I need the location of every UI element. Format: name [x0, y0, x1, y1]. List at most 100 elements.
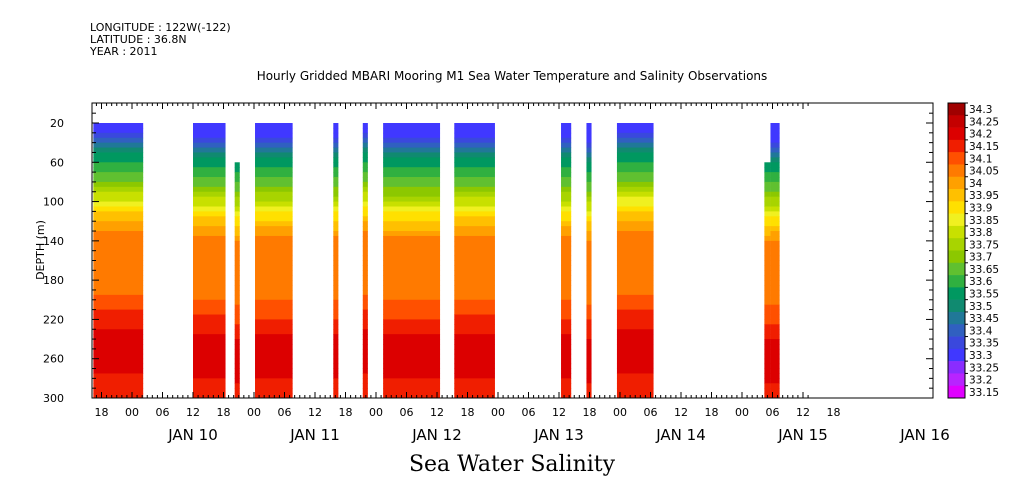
- salinity-band: [561, 304, 572, 311]
- y-tick-label: 180: [43, 274, 64, 287]
- salinity-band: [333, 358, 339, 365]
- salinity-band: [362, 294, 368, 301]
- salinity-band: [193, 235, 226, 242]
- salinity-band: [333, 196, 339, 203]
- salinity-band: [255, 378, 293, 384]
- salinity-band: [93, 245, 144, 252]
- salinity-band: [234, 363, 240, 370]
- salinity-band: [616, 304, 654, 311]
- salinity-band: [333, 265, 339, 271]
- salinity-band: [586, 358, 592, 365]
- data-segment: [586, 123, 592, 399]
- data-segment: [193, 123, 226, 399]
- salinity-band: [362, 304, 368, 311]
- salinity-band: [586, 363, 592, 370]
- colorbar-label: 33.65: [969, 264, 999, 276]
- salinity-band: [193, 172, 226, 178]
- salinity-band: [616, 358, 654, 365]
- salinity-band: [193, 383, 226, 389]
- salinity-band: [770, 343, 780, 350]
- salinity-band: [255, 319, 293, 325]
- salinity-band: [234, 339, 240, 345]
- salinity-band: [586, 201, 592, 207]
- salinity-band: [255, 127, 293, 134]
- salinity-band: [454, 343, 495, 350]
- salinity-band: [454, 334, 495, 340]
- salinity-band: [93, 358, 144, 365]
- salinity-band: [764, 378, 771, 384]
- salinity-band: [255, 167, 293, 173]
- salinity-band: [616, 157, 654, 163]
- salinity-band: [383, 186, 441, 193]
- salinity-band: [234, 260, 240, 266]
- salinity-band: [561, 383, 572, 389]
- salinity-band: [764, 245, 771, 252]
- salinity-band: [255, 294, 293, 301]
- colorbar-label: 34.05: [969, 166, 999, 178]
- salinity-band: [561, 289, 572, 296]
- salinity-band: [193, 304, 226, 311]
- salinity-band: [770, 181, 780, 188]
- salinity-band: [454, 319, 495, 325]
- salinity-band: [561, 299, 572, 306]
- salinity-band: [193, 123, 226, 129]
- salinity-band: [362, 339, 368, 345]
- salinity-band: [616, 314, 654, 320]
- salinity-band: [333, 353, 339, 360]
- salinity-band: [770, 363, 780, 370]
- salinity-band: [616, 373, 654, 379]
- salinity-band: [764, 260, 771, 266]
- x-tick-label: 06: [156, 406, 170, 419]
- salinity-band: [586, 211, 592, 217]
- salinity-band: [454, 324, 495, 330]
- salinity-band: [93, 265, 144, 271]
- salinity-band: [383, 358, 441, 365]
- salinity-band: [193, 329, 226, 335]
- salinity-band: [193, 132, 226, 139]
- salinity-band: [561, 147, 572, 153]
- data-segment: [770, 123, 780, 399]
- salinity-band: [454, 339, 495, 345]
- salinity-band: [383, 201, 441, 207]
- salinity-band: [333, 201, 339, 207]
- salinity-band: [561, 260, 572, 266]
- salinity-band: [770, 177, 780, 183]
- salinity-band: [93, 368, 144, 374]
- salinity-band: [362, 358, 368, 365]
- x-tick-label: 12: [430, 406, 444, 419]
- salinity-band: [586, 334, 592, 340]
- x-tick-label: 06: [644, 406, 658, 419]
- salinity-band: [764, 235, 771, 242]
- salinity-band: [561, 368, 572, 374]
- data-segment: [383, 123, 441, 399]
- salinity-band: [454, 240, 495, 247]
- salinity-band: [255, 339, 293, 345]
- salinity-band: [333, 393, 339, 399]
- y-tick-label: 100: [43, 196, 64, 209]
- salinity-band: [764, 196, 771, 203]
- salinity-band: [764, 285, 771, 291]
- colorbar-swatch: [948, 201, 965, 214]
- salinity-band: [561, 191, 572, 198]
- salinity-band: [333, 235, 339, 242]
- colorbar-swatch: [948, 262, 965, 276]
- salinity-band: [383, 226, 441, 232]
- salinity-band: [255, 353, 293, 360]
- salinity-band: [586, 172, 592, 178]
- salinity-band: [333, 167, 339, 173]
- salinity-band: [255, 275, 293, 281]
- salinity-band: [93, 353, 144, 360]
- salinity-band: [333, 280, 339, 286]
- salinity-band: [454, 309, 495, 316]
- salinity-band: [255, 348, 293, 355]
- x-tick-label: 00: [735, 406, 749, 419]
- salinity-band: [383, 206, 441, 212]
- salinity-band: [561, 152, 572, 158]
- salinity-band: [234, 196, 240, 203]
- colorbar-swatch: [948, 311, 965, 325]
- colorbar-swatch: [948, 176, 965, 190]
- salinity-band: [193, 226, 226, 232]
- data-segment: [255, 123, 293, 399]
- salinity-band: [616, 172, 654, 178]
- salinity-band: [362, 280, 368, 286]
